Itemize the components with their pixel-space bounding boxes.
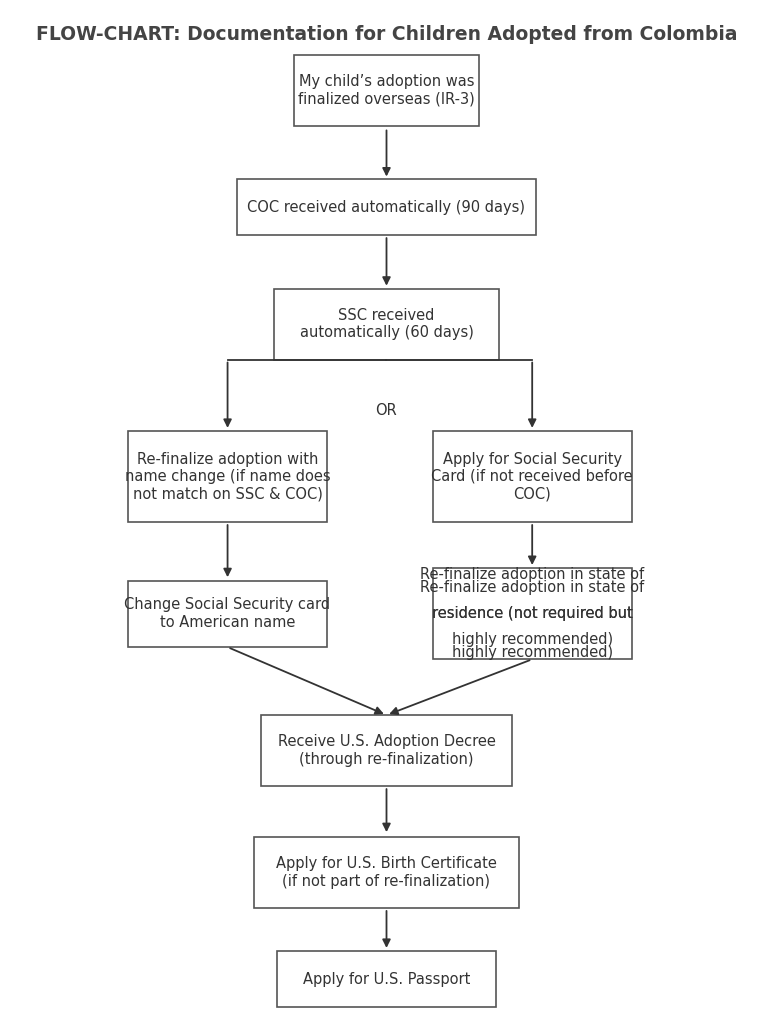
- Text: highly recommended): highly recommended): [451, 632, 613, 647]
- FancyBboxPatch shape: [274, 289, 499, 359]
- FancyBboxPatch shape: [254, 837, 519, 908]
- Text: SSC received
automatically (60 days): SSC received automatically (60 days): [300, 308, 473, 340]
- Text: Apply for Social Security
Card (if not received before
COC): Apply for Social Security Card (if not r…: [431, 452, 633, 502]
- Text: Apply for U.S. Passport: Apply for U.S. Passport: [303, 972, 470, 987]
- Text: Re-finalize adoption in state of: Re-finalize adoption in state of: [421, 567, 644, 583]
- FancyBboxPatch shape: [237, 179, 536, 236]
- FancyBboxPatch shape: [128, 581, 327, 646]
- FancyBboxPatch shape: [261, 715, 512, 786]
- Text: My child’s adoption was
finalized overseas (IR-3): My child’s adoption was finalized overse…: [298, 75, 475, 106]
- Text: Re-finalize adoption with
name change (if name does
not match on SSC & COC): Re-finalize adoption with name change (i…: [124, 452, 330, 502]
- Text: FLOW-CHART: Documentation for Children Adopted from Colombia: FLOW-CHART: Documentation for Children A…: [36, 26, 737, 44]
- Text: residence (not required but: residence (not required but: [432, 606, 632, 622]
- Text: highly recommended): highly recommended): [451, 645, 613, 659]
- Text: Receive U.S. Adoption Decree
(through re-finalization): Receive U.S. Adoption Decree (through re…: [278, 734, 495, 767]
- Text: OR: OR: [376, 402, 397, 418]
- FancyBboxPatch shape: [278, 951, 495, 1008]
- Text: Re-finalize adoption in state of: Re-finalize adoption in state of: [421, 580, 644, 595]
- Text: residence (not required but: residence (not required but: [432, 606, 632, 622]
- Text: COC received automatically (90 days): COC received automatically (90 days): [247, 200, 526, 215]
- FancyBboxPatch shape: [433, 568, 632, 659]
- FancyBboxPatch shape: [128, 431, 327, 522]
- Text: Apply for U.S. Birth Certificate
(if not part of re-finalization): Apply for U.S. Birth Certificate (if not…: [276, 856, 497, 889]
- FancyBboxPatch shape: [294, 55, 479, 126]
- FancyBboxPatch shape: [433, 431, 632, 522]
- Text: Change Social Security card
to American name: Change Social Security card to American …: [124, 597, 331, 630]
